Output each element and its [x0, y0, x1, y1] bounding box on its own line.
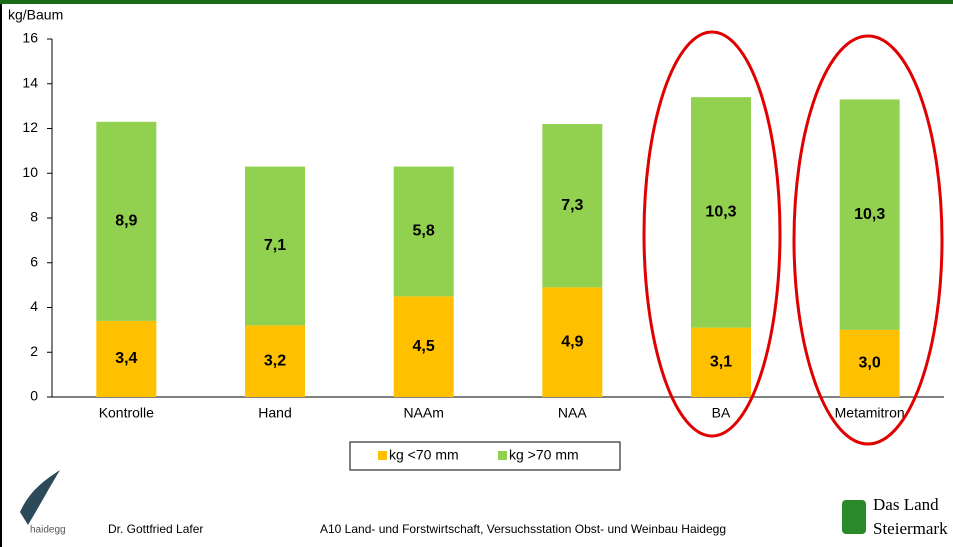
y-tick-label: 6	[30, 253, 38, 269]
y-tick-label: 4	[30, 298, 38, 314]
data-label: 4,9	[561, 333, 583, 350]
author: Dr. Gottfried Lafer	[108, 522, 203, 536]
legend-label: kg >70 mm	[509, 447, 579, 463]
logo-text: haidegg	[30, 525, 66, 536]
y-tick-label: 8	[30, 209, 38, 225]
y-tick-label: 10	[22, 164, 38, 180]
coat-of-arms	[842, 500, 866, 534]
y-tick-label: 16	[22, 30, 38, 46]
brand-line1: Das Land	[873, 495, 939, 514]
data-label: 10,3	[705, 204, 736, 221]
data-label: 8,9	[115, 213, 137, 230]
y-axis-label: kg/Baum	[8, 7, 63, 23]
brand-line2: Steiermark	[873, 519, 948, 538]
data-label: 10,3	[854, 206, 885, 223]
legend-swatch	[498, 451, 507, 460]
data-label: 7,1	[264, 237, 286, 254]
data-label: 3,4	[115, 350, 137, 367]
x-tick-label: NAA	[558, 405, 587, 421]
logo-mark	[20, 470, 60, 525]
data-label: 3,0	[859, 355, 881, 372]
x-tick-label: Metamitron	[835, 405, 905, 421]
data-label: 5,8	[413, 223, 435, 240]
y-tick-label: 0	[30, 388, 38, 404]
chart: 0 2 4 6 8 10 12 14 16 Kontrolle 3,4 8,9 Hand 3,2 7,1 NA…	[22, 30, 944, 470]
x-tick-label: Hand	[258, 405, 291, 421]
data-label: 4,5	[413, 338, 435, 355]
x-tick-label: BA	[712, 405, 731, 421]
slide: 0 2 4 6 8 10 12 14 16 Kontrolle 3,4 8,9 Hand 3,2 7,1 NA…	[0, 0, 953, 547]
institution: A10 Land- und Forstwirtschaft, Versuchss…	[320, 522, 726, 536]
y-tick-label: 2	[30, 343, 38, 359]
data-label: 7,3	[561, 197, 583, 214]
data-label: 3,1	[710, 354, 732, 371]
legend-swatch	[378, 451, 387, 460]
data-label: 3,2	[264, 352, 286, 369]
top-border	[0, 0, 953, 4]
x-tick-label: NAAm	[403, 405, 443, 421]
x-tick-label: Kontrolle	[99, 405, 154, 421]
y-tick-label: 14	[22, 74, 38, 90]
y-tick-label: 12	[22, 119, 38, 135]
legend-label: kg <70 mm	[389, 447, 459, 463]
